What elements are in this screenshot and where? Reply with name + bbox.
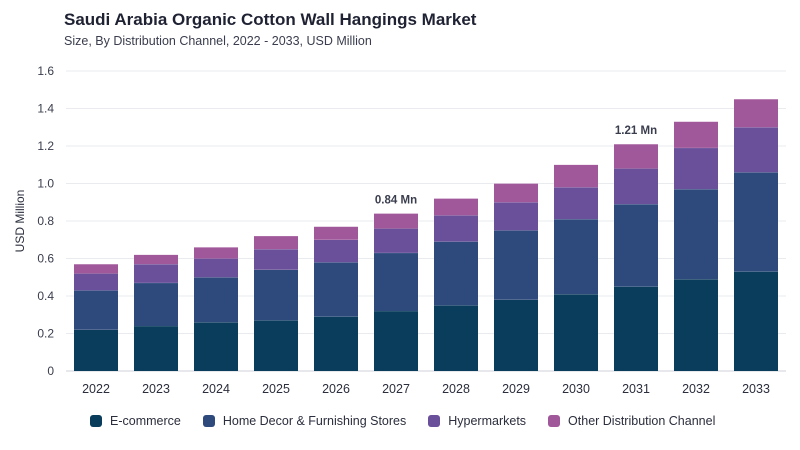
- y-axis-label: USD Million: [13, 190, 27, 253]
- bar-segment: [314, 262, 358, 317]
- x-tick-label: 2030: [562, 382, 590, 396]
- bar-segment: [674, 147, 718, 190]
- legend-item: Hypermarkets: [428, 414, 526, 428]
- legend-swatch: [202, 415, 215, 427]
- bar-segment: [134, 254, 178, 265]
- bar-segment: [254, 320, 298, 371]
- y-tick-label: 1.6: [37, 64, 54, 78]
- y-tick-label: 0: [47, 364, 54, 378]
- bar-segment: [614, 286, 658, 371]
- bar-segment: [134, 264, 178, 283]
- x-tick-label: 2026: [322, 382, 350, 396]
- x-tick-label: 2027: [382, 382, 410, 396]
- legend-label: Home Decor & Furnishing Stores: [222, 414, 407, 428]
- bar-segment: [194, 277, 238, 323]
- legend-label: Hypermarkets: [448, 414, 527, 428]
- bar-segment: [614, 144, 658, 169]
- bar-segment: [494, 183, 538, 203]
- bar-segment: [554, 294, 598, 371]
- bar-segment: [134, 326, 178, 371]
- bar-segment: [494, 202, 538, 231]
- bar-segment: [314, 316, 358, 371]
- y-tick-label: 0.2: [37, 327, 54, 341]
- bar-segment: [74, 264, 118, 274]
- bar-segment: [674, 279, 718, 371]
- x-tick-label: 2023: [142, 382, 170, 396]
- bar-segment: [434, 215, 478, 242]
- bar-segment: [734, 99, 778, 128]
- legend-label: E-commerce: [110, 414, 181, 428]
- y-tick-label: 1.2: [37, 139, 54, 153]
- bar-segment: [194, 322, 238, 371]
- legend-item: Home Decor & Furnishing Stores: [202, 414, 407, 428]
- bar-segment: [374, 213, 418, 229]
- legend-swatch: [90, 415, 102, 427]
- bar-segment: [434, 305, 478, 371]
- bar-segment: [614, 168, 658, 205]
- chart-subtitle: Size, By Distribution Channel, 2022 - 20…: [64, 34, 372, 48]
- bar-segment: [254, 269, 298, 321]
- bar-segment: [734, 127, 778, 173]
- bar-segment: [614, 204, 658, 287]
- legend-item: E-commerce: [90, 414, 181, 428]
- bar-segment: [494, 299, 538, 371]
- bar-segment: [314, 239, 358, 263]
- legend-swatch: [548, 415, 561, 427]
- bar-segment: [674, 189, 718, 280]
- bar-segment: [254, 236, 298, 250]
- y-tick-label: 1.4: [37, 102, 54, 116]
- x-tick-label: 2029: [502, 382, 530, 396]
- y-tick-label: 1.0: [37, 177, 54, 191]
- x-tick-label: 2032: [682, 382, 710, 396]
- x-tick-label: 2025: [262, 382, 290, 396]
- bar-segment: [554, 219, 598, 295]
- x-tick-label: 2033: [742, 382, 770, 396]
- bar-segment: [494, 230, 538, 300]
- legend-swatch: [428, 415, 441, 427]
- y-tick-label: 0.6: [37, 252, 54, 266]
- x-tick-label: 2024: [202, 382, 230, 396]
- bar-segment: [374, 252, 418, 311]
- bar-segment: [374, 228, 418, 253]
- bar-segment: [554, 164, 598, 188]
- y-tick-label: 0.8: [37, 214, 54, 228]
- x-tick-label: 2031: [622, 382, 650, 396]
- bar-segment: [314, 226, 358, 240]
- legend-label: Other Distribution Channel: [568, 414, 716, 428]
- bar-segment: [74, 329, 118, 371]
- bar-segment: [734, 172, 778, 272]
- x-tick-label: 2022: [82, 382, 110, 396]
- bar-segment: [74, 290, 118, 330]
- bar-segment: [374, 311, 418, 371]
- legend-item: Other Distribution Channel: [548, 414, 715, 428]
- bar-segment: [254, 249, 298, 270]
- chart-title: Saudi Arabia Organic Cotton Wall Hanging…: [64, 10, 477, 29]
- bar-segment: [674, 121, 718, 148]
- bar-segment: [554, 187, 598, 220]
- bar-segment: [434, 241, 478, 306]
- bar-segment: [434, 198, 478, 216]
- bar-segment: [194, 247, 238, 259]
- x-tick-label: 2028: [442, 382, 470, 396]
- bar-segment: [194, 258, 238, 278]
- bar-segment: [74, 273, 118, 291]
- data-label: 0.84 Mn: [375, 195, 417, 207]
- bar-segment: [734, 271, 778, 371]
- bar-segment: [134, 282, 178, 326]
- chart-legend: E-commerce Home Decor & Furnishing Stores…: [90, 414, 737, 428]
- y-tick-label: 0.4: [37, 289, 54, 303]
- data-label: 1.21 Mn: [615, 125, 657, 137]
